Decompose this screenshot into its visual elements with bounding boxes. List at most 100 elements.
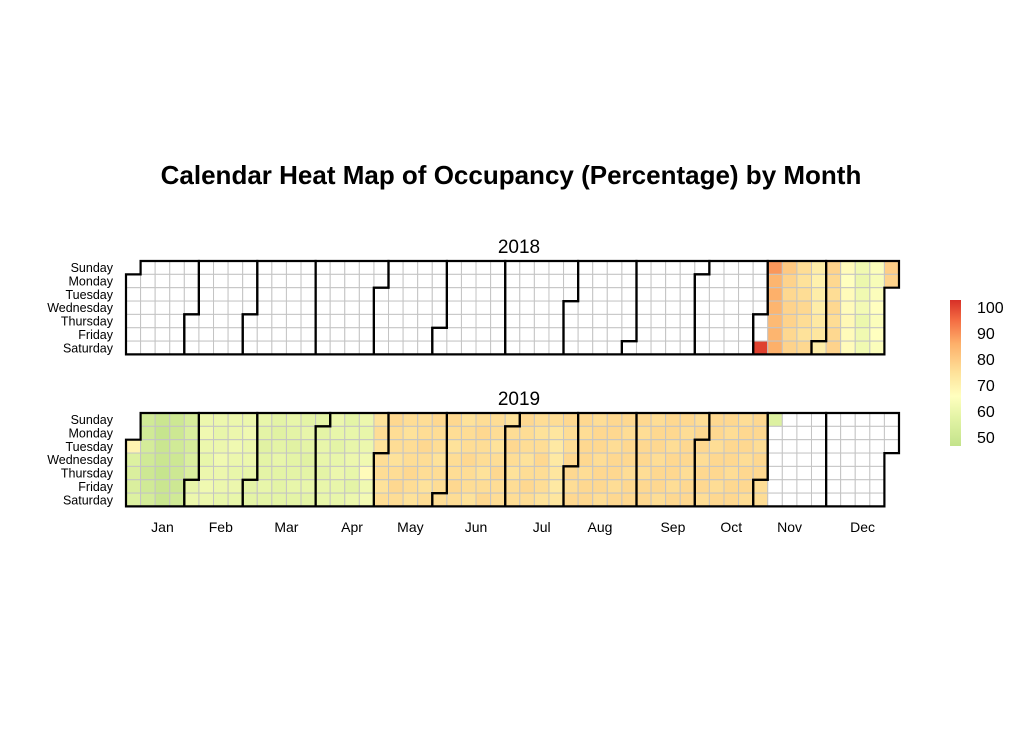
day-cell-2019-10-27 [752, 412, 769, 427]
weekday-label: Sunday [71, 413, 114, 427]
weekday-label: Tuesday [66, 288, 114, 302]
day-cell-2018-8-10 [577, 327, 594, 342]
day-cell-2019-2-12 [213, 439, 229, 454]
day-cell-2018-12-17 [854, 273, 871, 289]
day-cell-2018-9-30 [694, 260, 710, 275]
day-cell-2019-1-5 [125, 492, 142, 507]
day-cell-2019-9-7 [635, 492, 652, 507]
day-cell-2019-9-1 [635, 412, 652, 427]
day-cell-2018-7-15 [533, 260, 550, 275]
day-cell-2018-10-29 [752, 273, 769, 289]
day-cell-2018-2-11 [213, 260, 229, 275]
day-cell-2019-11-3 [767, 412, 783, 427]
day-cell-2018-3-11 [271, 260, 287, 275]
day-cell-2019-4-8 [329, 425, 346, 441]
day-cell-2018-3-6 [256, 287, 273, 302]
day-cell-2018-10-25 [738, 313, 754, 329]
day-cell-2019-5-27 [431, 425, 448, 441]
day-cell-2018-4-8 [329, 260, 346, 275]
day-cell-2018-4-12 [329, 313, 346, 329]
day-cell-2018-10-3 [694, 300, 710, 315]
day-cell-2019-7-7 [519, 412, 535, 427]
day-cell-2019-1-6 [140, 412, 156, 427]
day-cell-2018-4-1 [315, 260, 331, 275]
day-cell-2019-9-26 [679, 465, 696, 481]
day-cell-2018-1-20 [154, 340, 171, 355]
day-cell-2018-12-8 [825, 340, 842, 355]
day-cell-2019-4-3 [315, 452, 331, 467]
day-cell-2018-4-18 [344, 300, 360, 315]
color-legend: 100 90 80 70 60 50 [950, 300, 1004, 447]
day-cell-2018-8-18 [592, 340, 608, 355]
day-cell-2019-6-19 [475, 452, 492, 467]
day-cell-2018-10-20 [723, 340, 740, 355]
day-cell-2018-4-4 [315, 300, 331, 315]
day-cell-2019-10-11 [708, 479, 725, 494]
day-cell-2018-4-16 [344, 273, 360, 289]
day-cell-2018-1-31 [183, 300, 200, 315]
day-cell-2018-11-8 [767, 313, 783, 329]
month-border-Dec [810, 259, 901, 356]
month-label-Sep: Sep [660, 519, 685, 535]
day-cell-2019-5-12 [402, 412, 419, 427]
day-cell-2018-3-10 [256, 340, 273, 355]
day-cell-2019-4-17 [344, 452, 360, 467]
day-cell-2019-7-8 [519, 425, 535, 441]
weekday-label: Wednesday [47, 301, 114, 315]
day-cell-2018-9-21 [665, 327, 681, 342]
day-cell-2018-11-9 [767, 327, 783, 342]
day-cell-2018-5-2 [373, 300, 390, 315]
day-cell-2018-11-4 [767, 260, 783, 275]
day-cell-2019-10-20 [738, 412, 754, 427]
day-cell-2018-9-6 [635, 313, 652, 329]
day-cell-2018-1-29 [183, 273, 200, 289]
day-cell-2019-1-31 [183, 465, 200, 481]
day-cell-2019-7-19 [533, 479, 550, 494]
day-cell-2019-2-2 [183, 492, 200, 507]
day-cell-2019-9-4 [635, 452, 652, 467]
day-cell-2018-5-1 [373, 287, 390, 302]
day-cell-2019-6-22 [475, 492, 492, 507]
day-cell-2019-9-21 [665, 492, 681, 507]
day-cell-2018-2-27 [242, 287, 258, 302]
day-cell-2019-8-20 [606, 439, 623, 454]
day-cell-2019-6-14 [460, 479, 477, 494]
day-cell-2018-9-26 [679, 300, 696, 315]
day-cell-2019-8-15 [592, 465, 608, 481]
day-cell-2019-11-7 [767, 465, 783, 481]
day-cell-2018-9-4 [635, 287, 652, 302]
day-cell-2018-5-7 [388, 273, 404, 289]
day-cell-2019-10-15 [723, 439, 740, 454]
day-cell-2018-3-27 [300, 287, 317, 302]
day-cell-2019-9-30 [694, 425, 710, 441]
day-cell-2019-10-30 [752, 452, 769, 467]
day-cell-2019-12-5 [825, 465, 842, 481]
day-cell-2018-4-21 [344, 340, 360, 355]
day-cell-2019-4-15 [344, 425, 360, 441]
day-cell-2019-8-29 [621, 465, 637, 481]
day-cell-2019-8-10 [577, 492, 594, 507]
day-cell-2019-12-10 [840, 439, 856, 454]
day-cell-2018-10-30 [752, 287, 769, 302]
day-cell-2018-4-10 [329, 287, 346, 302]
day-cell-2018-7-20 [533, 327, 550, 342]
day-cell-2018-4-30 [373, 273, 390, 289]
day-cell-2018-10-18 [723, 313, 740, 329]
day-cell-2018-5-13 [402, 260, 419, 275]
day-cell-2018-11-5 [767, 273, 783, 289]
day-cell-2018-2-1 [183, 313, 200, 329]
day-cell-2018-6-27 [490, 300, 506, 315]
day-cell-2019-12-31 [883, 439, 900, 454]
day-cell-2018-8-22 [606, 300, 623, 315]
day-cell-2019-9-5 [635, 465, 652, 481]
month-borders [124, 259, 901, 356]
day-cell-2018-11-22 [796, 313, 812, 329]
legend-tick-label: 90 [977, 326, 995, 343]
day-cell-2018-10-31 [752, 300, 769, 315]
day-cell-2019-1-26 [169, 492, 185, 507]
day-cell-2018-11-21 [796, 300, 812, 315]
day-cell-2019-8-3 [563, 492, 579, 507]
day-cell-2019-2-23 [227, 492, 244, 507]
day-cell-2019-12-6 [825, 479, 842, 494]
day-cell-2018-3-22 [285, 313, 302, 329]
